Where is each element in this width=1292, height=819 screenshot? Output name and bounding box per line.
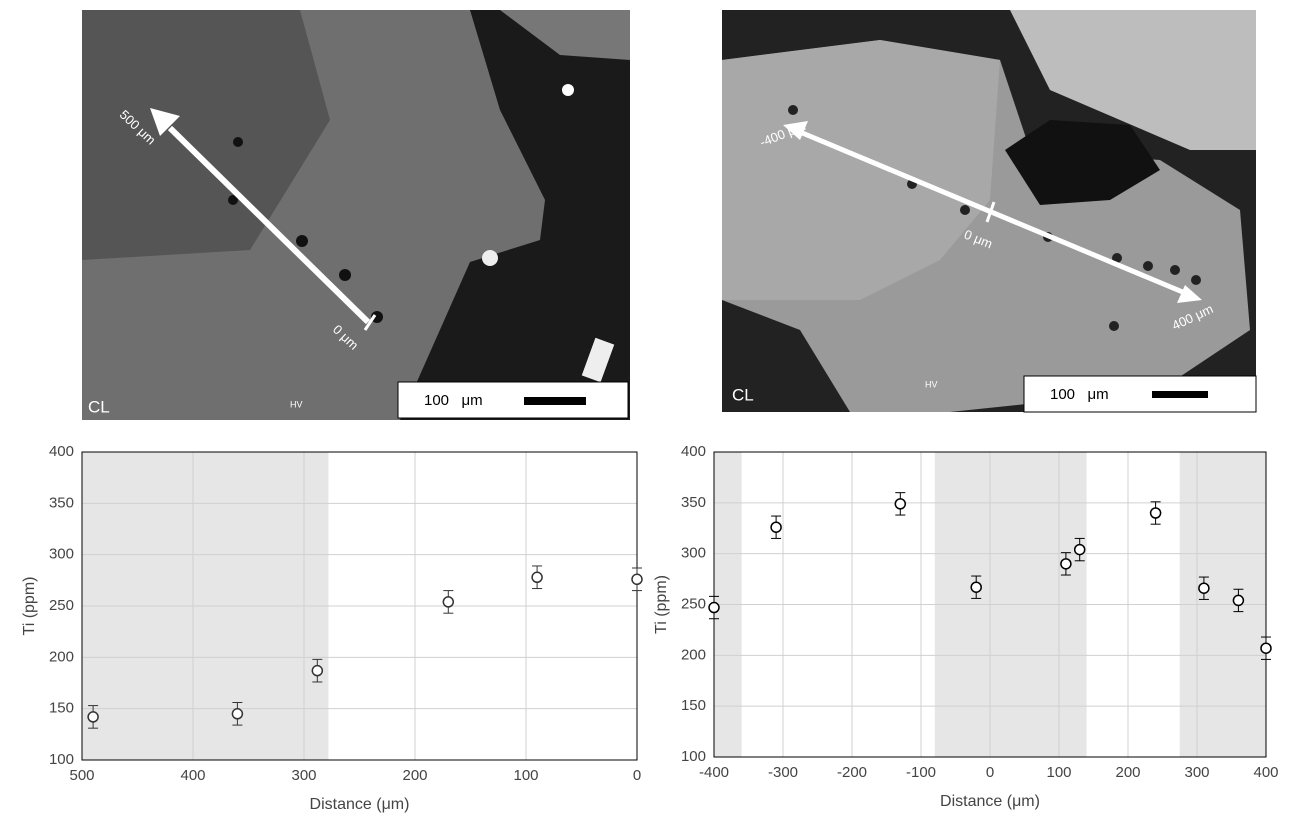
y-axis-label: Ti (ppm)	[21, 577, 38, 636]
scale-label: 100 μm	[424, 392, 483, 409]
arrow-tick	[985, 201, 996, 223]
y-tick-label: 350	[681, 494, 706, 511]
x-tick-label: 0	[633, 767, 641, 784]
point	[970, 581, 982, 593]
scale-label: 100 μm	[1050, 386, 1109, 403]
x-axis-label: Distance (μm)	[940, 793, 1040, 810]
spot	[482, 250, 498, 266]
y-tick-label: 200	[681, 646, 706, 663]
point	[631, 573, 643, 586]
arrow	[799, 129, 1186, 296]
point	[770, 521, 782, 533]
scale-box	[1023, 375, 1257, 413]
arrow-head	[783, 121, 808, 140]
scale-bar	[1152, 391, 1208, 398]
y-axis-label: Ti (ppm)	[653, 575, 670, 634]
y-tick-label: 250	[49, 597, 74, 614]
point	[1149, 507, 1162, 519]
x-tick-label: 300	[291, 767, 316, 784]
image-label: CL	[732, 385, 754, 404]
y-tick-label: 100	[49, 751, 74, 768]
y-tick-label: 400	[681, 443, 706, 460]
point	[1260, 642, 1272, 654]
crystal-zone	[82, 10, 330, 260]
point	[531, 571, 543, 584]
image-marker: HV	[290, 399, 303, 409]
x-tick-label: -400	[699, 764, 729, 781]
y-tick-label: 400	[49, 443, 74, 460]
x-tick-label: -300	[768, 764, 798, 781]
arrow-head	[150, 108, 180, 136]
x-tick-label: 400	[1253, 764, 1278, 781]
x-tick-label: 500	[69, 767, 94, 784]
y-tick-label: 300	[49, 546, 74, 563]
y-tick-label: 350	[49, 494, 74, 511]
x-axis-label: Distance (μm)	[310, 796, 410, 813]
y-tick-label: 250	[681, 595, 706, 612]
x-tick-label: -100	[906, 764, 936, 781]
arrow	[167, 125, 371, 325]
pore	[1005, 120, 1160, 205]
x-tick-label: 200	[402, 767, 427, 784]
grain	[1010, 10, 1256, 150]
spot	[562, 84, 574, 96]
cl-image: -400 μm 0 μm 400 μm CL HV 100 μm	[722, 10, 1257, 413]
x-tick-label: 300	[1184, 764, 1209, 781]
pits	[228, 137, 383, 323]
plot-frame	[81, 451, 638, 761]
scale-bar	[524, 397, 586, 405]
x-tick-label: 200	[1115, 764, 1140, 781]
y-tick-label: 100	[681, 748, 706, 765]
point	[442, 596, 455, 608]
y-tick-label: 300	[681, 545, 706, 562]
point	[1198, 582, 1210, 594]
x-tick-label: 100	[1046, 764, 1071, 781]
y-tick-label: 150	[49, 700, 74, 717]
point	[1232, 594, 1245, 607]
x-tick-label: -200	[837, 764, 867, 781]
scale-box	[397, 381, 629, 419]
grain	[500, 10, 630, 60]
arrow-tick	[363, 314, 377, 331]
point	[708, 601, 720, 614]
x-tick-label: 0	[986, 764, 994, 781]
point	[311, 664, 324, 677]
arrow-head	[1177, 285, 1202, 303]
point	[231, 708, 244, 720]
x-tick-label: 100	[513, 767, 538, 784]
y-tick-label: 150	[681, 697, 706, 714]
point	[1060, 558, 1072, 570]
y-tick-label: 200	[49, 648, 74, 665]
point	[894, 498, 907, 510]
image-marker: HV	[925, 379, 938, 389]
point	[1073, 543, 1086, 556]
image-label: CL	[88, 397, 110, 416]
point	[87, 711, 99, 723]
crystal-zone	[722, 40, 1000, 300]
cl-image: 500 μm 0 μm CL HV 100 μm	[82, 10, 630, 420]
spot	[581, 337, 615, 383]
x-tick-label: 400	[180, 767, 205, 784]
